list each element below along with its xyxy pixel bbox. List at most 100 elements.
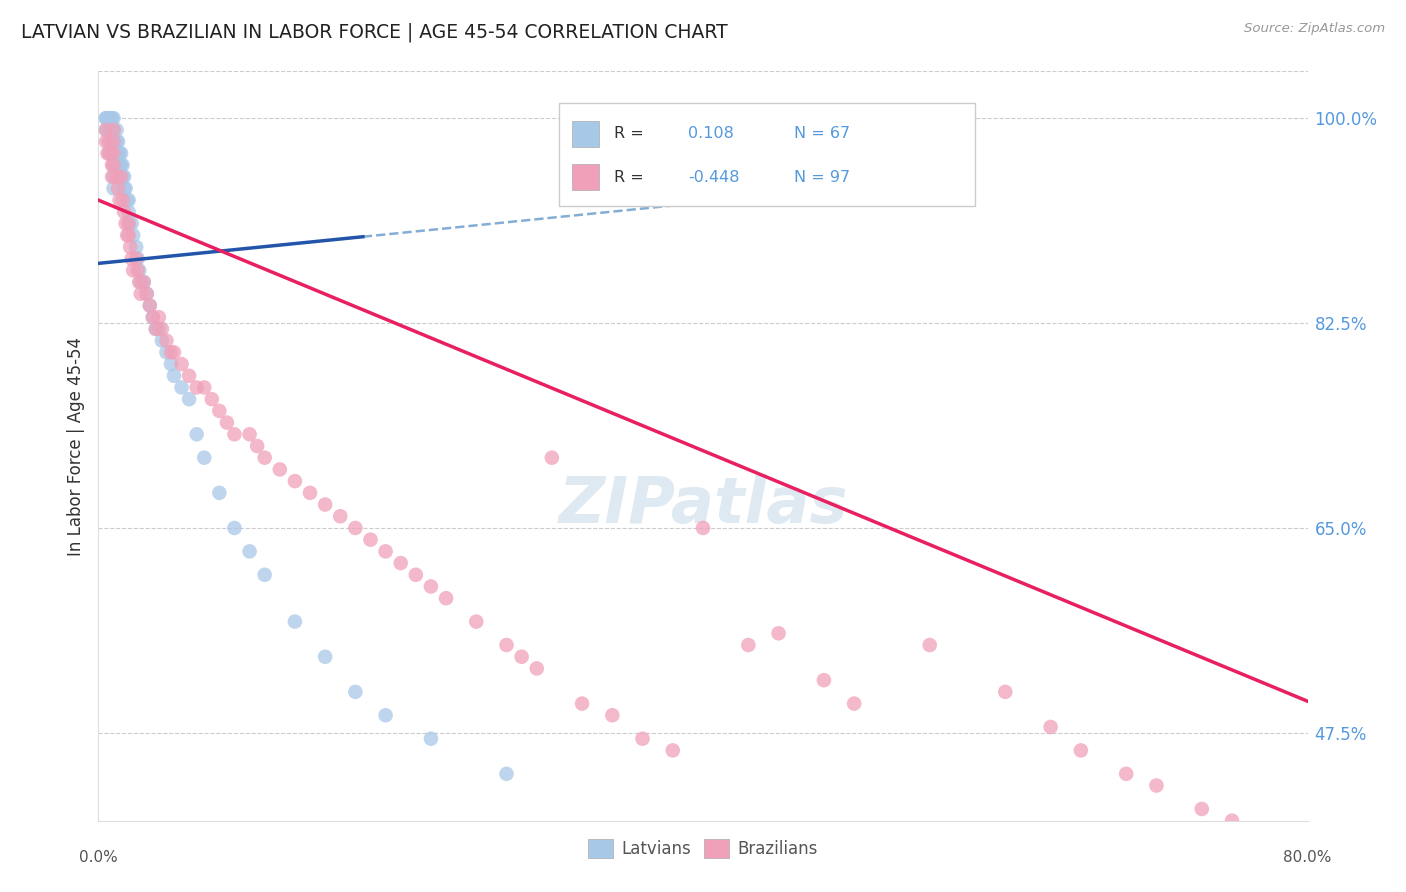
Point — [111, 169, 134, 184]
Text: N = 67: N = 67 — [793, 127, 849, 141]
Point — [103, 146, 125, 161]
Legend: Latvians, Brazilians: Latvians, Brazilians — [581, 832, 825, 864]
Point — [98, 123, 121, 137]
Point — [526, 661, 548, 675]
Text: N = 97: N = 97 — [793, 169, 849, 185]
Point — [344, 521, 367, 535]
Point — [253, 567, 276, 582]
Point — [112, 169, 135, 184]
Point — [239, 544, 262, 558]
Point — [103, 123, 125, 137]
Point — [193, 450, 215, 465]
Point — [103, 169, 125, 184]
Point — [94, 112, 117, 126]
Point — [374, 708, 396, 723]
Point — [186, 380, 208, 394]
Point — [160, 345, 183, 359]
Point — [125, 240, 148, 254]
Point — [1220, 814, 1243, 828]
Point — [128, 275, 150, 289]
Point — [1357, 872, 1379, 887]
Point — [115, 193, 138, 207]
Point — [118, 204, 141, 219]
Point — [246, 439, 269, 453]
Point — [299, 485, 322, 500]
Point — [389, 556, 412, 570]
Point — [253, 450, 276, 465]
Point — [111, 158, 134, 172]
Point — [103, 146, 125, 161]
Point — [768, 626, 790, 640]
Point — [155, 345, 177, 359]
Point — [129, 275, 152, 289]
Point — [103, 181, 125, 195]
Point — [420, 731, 443, 746]
Point — [148, 322, 170, 336]
Point — [94, 123, 117, 137]
Point — [107, 181, 129, 195]
Point — [94, 123, 117, 137]
Point — [571, 697, 593, 711]
Point — [510, 649, 533, 664]
Point — [103, 123, 125, 137]
Point — [329, 509, 352, 524]
Point — [602, 708, 624, 723]
Point — [122, 263, 145, 277]
Point — [100, 123, 122, 137]
Point — [1296, 848, 1319, 863]
Text: 0.0%: 0.0% — [79, 850, 118, 865]
Point — [155, 334, 177, 348]
Point — [224, 427, 246, 442]
Point — [179, 392, 201, 407]
Point — [918, 638, 941, 652]
Point — [110, 158, 132, 172]
Point — [465, 615, 488, 629]
Point — [112, 181, 135, 195]
Point — [170, 357, 193, 371]
Point — [1144, 779, 1167, 793]
Point — [661, 743, 683, 757]
Point — [129, 286, 152, 301]
Point — [118, 193, 141, 207]
Bar — [560, 103, 976, 206]
Point — [163, 368, 186, 383]
Point — [105, 135, 128, 149]
Point — [179, 368, 201, 383]
Point — [495, 766, 517, 781]
Point — [121, 217, 143, 231]
Point — [160, 357, 183, 371]
Point — [127, 252, 149, 266]
Point — [101, 123, 124, 137]
Point — [132, 275, 155, 289]
Y-axis label: In Labor Force | Age 45-54: In Labor Force | Age 45-54 — [66, 336, 84, 556]
Point — [103, 158, 125, 172]
Text: LATVIAN VS BRAZILIAN IN LABOR FORCE | AGE 45-54 CORRELATION CHART: LATVIAN VS BRAZILIAN IN LABOR FORCE | AG… — [21, 22, 728, 42]
Point — [239, 427, 262, 442]
Point — [269, 462, 291, 476]
Point — [135, 286, 157, 301]
Point — [122, 228, 145, 243]
Point — [208, 404, 231, 418]
Point — [314, 498, 336, 512]
Text: -0.448: -0.448 — [688, 169, 740, 185]
Point — [142, 310, 165, 325]
Point — [1386, 884, 1406, 892]
Point — [1039, 720, 1062, 734]
Point — [142, 310, 165, 325]
Point — [105, 169, 128, 184]
Point — [540, 450, 562, 465]
Point — [374, 544, 396, 558]
Point — [1191, 802, 1213, 816]
Point — [434, 591, 457, 606]
Point — [360, 533, 382, 547]
Point — [994, 685, 1017, 699]
Point — [101, 169, 124, 184]
Point — [215, 416, 238, 430]
Point — [105, 123, 128, 137]
Point — [163, 345, 186, 359]
Point — [121, 252, 143, 266]
Point — [100, 146, 122, 161]
Point — [813, 673, 835, 687]
Point — [114, 181, 136, 195]
Point — [118, 228, 141, 243]
